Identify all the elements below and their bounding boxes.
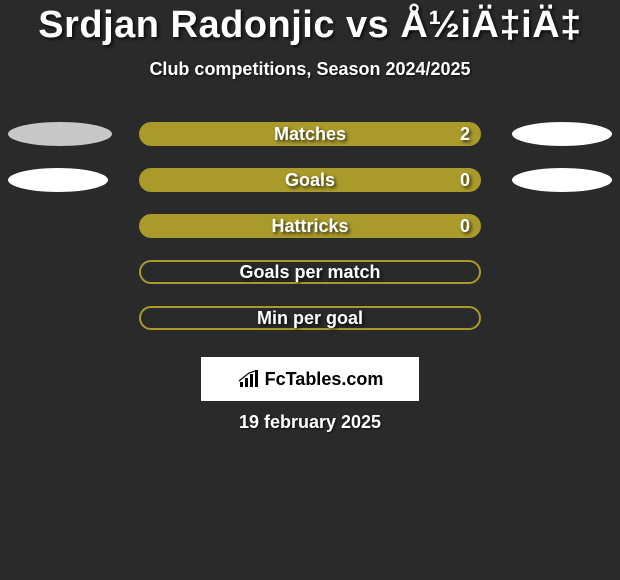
stat-label: Goals	[139, 168, 481, 192]
page-subtitle: Club competitions, Season 2024/2025	[0, 59, 620, 80]
stat-label: Matches	[139, 122, 481, 146]
stat-row: Goals per match	[0, 258, 620, 304]
bar-chart-icon	[237, 370, 261, 388]
left-ellipse	[8, 122, 112, 146]
stat-label: Min per goal	[139, 306, 481, 330]
stat-label: Hattricks	[139, 214, 481, 238]
logo-box: FcTables.com	[201, 357, 419, 401]
left-ellipse	[8, 168, 108, 192]
date-label: 19 february 2025	[0, 412, 620, 433]
stat-value-right: 0	[460, 214, 470, 238]
logo: FcTables.com	[237, 369, 384, 390]
stat-row: Min per goal	[0, 304, 620, 350]
stat-rows: Matches2Goals0Hattricks0Goals per matchM…	[0, 120, 620, 350]
comparison-infographic: Srdjan Radonjic vs Å½iÄ‡iÄ‡ Club competi…	[0, 4, 620, 580]
stat-value-right: 2	[460, 122, 470, 146]
page-title: Srdjan Radonjic vs Å½iÄ‡iÄ‡	[0, 4, 620, 47]
stat-row: Hattricks0	[0, 212, 620, 258]
right-ellipse	[512, 168, 612, 192]
stat-label: Goals per match	[139, 260, 481, 284]
stat-row: Goals0	[0, 166, 620, 212]
logo-text: FcTables.com	[265, 369, 384, 390]
right-ellipse	[512, 122, 612, 146]
stat-value-right: 0	[460, 168, 470, 192]
stat-row: Matches2	[0, 120, 620, 166]
